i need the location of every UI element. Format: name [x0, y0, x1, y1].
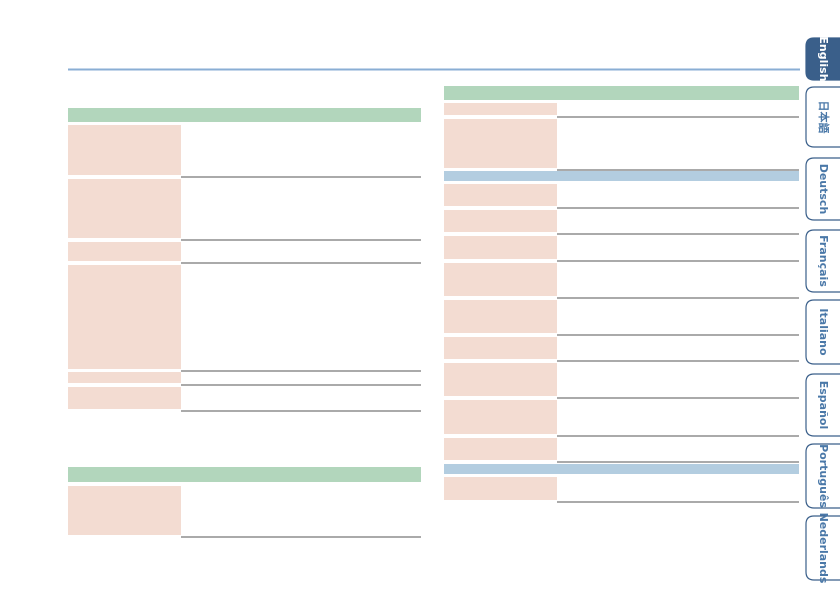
- tab-label[interactable]: Français: [817, 235, 830, 287]
- tab-shape: [805, 515, 840, 581]
- section-header: [444, 464, 799, 474]
- language-tab[interactable]: Español: [805, 373, 840, 437]
- section-header: [68, 108, 421, 122]
- language-tab[interactable]: English: [805, 36, 840, 82]
- label-cell: [444, 300, 557, 333]
- label-cell: [68, 387, 181, 409]
- label-cell: [444, 263, 557, 296]
- label-cell: [68, 372, 181, 383]
- tab-label[interactable]: English: [817, 36, 830, 81]
- tab-label[interactable]: Nederlands: [817, 513, 830, 584]
- tab-shape: [805, 299, 840, 365]
- language-tab[interactable]: Português: [805, 443, 840, 509]
- label-cell: [68, 242, 181, 261]
- language-tab[interactable]: Italiano: [805, 299, 840, 365]
- language-tab[interactable]: Deutsch: [805, 157, 840, 221]
- tab-label[interactable]: Italiano: [817, 308, 830, 356]
- tab-shape: [805, 37, 840, 81]
- tab-label[interactable]: 日本語: [817, 101, 831, 134]
- tab-label[interactable]: Deutsch: [817, 164, 830, 215]
- section-header: [444, 86, 799, 100]
- tab-shape: [805, 86, 840, 148]
- label-cell: [444, 477, 557, 500]
- language-tab[interactable]: 日本語: [805, 86, 840, 148]
- label-cell: [68, 265, 181, 369]
- label-cell: [444, 103, 557, 115]
- tab-shape: [805, 373, 840, 437]
- tab-shape: [805, 157, 840, 221]
- section-header: [444, 171, 799, 181]
- label-cell: [68, 125, 181, 175]
- label-cell: [68, 179, 181, 238]
- label-cell: [444, 210, 557, 232]
- tab-shape: [805, 443, 840, 509]
- language-tab[interactable]: Français: [805, 229, 840, 293]
- tables: [68, 86, 799, 538]
- tab-label[interactable]: Español: [817, 381, 830, 430]
- label-cell: [444, 119, 557, 168]
- label-cell: [444, 400, 557, 434]
- label-cell: [444, 438, 557, 460]
- tab-label[interactable]: Português: [817, 444, 830, 508]
- label-cell: [444, 337, 557, 359]
- label-cell: [444, 363, 557, 396]
- tab-shape: [805, 229, 840, 293]
- label-cell: [444, 184, 557, 206]
- language-tab[interactable]: Nederlands: [805, 513, 840, 584]
- language-tabs: English 日本語 Deutsch Français Italiano Español…: [805, 36, 840, 584]
- label-cell: [68, 486, 181, 535]
- label-cell: [444, 236, 557, 259]
- section-header: [68, 467, 421, 482]
